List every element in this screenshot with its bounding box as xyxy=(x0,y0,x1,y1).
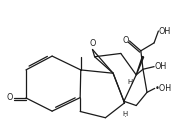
Polygon shape xyxy=(136,57,144,75)
Text: OH: OH xyxy=(159,27,171,36)
Text: H: H xyxy=(127,80,133,85)
Text: O: O xyxy=(7,93,13,102)
Text: OH: OH xyxy=(155,62,167,71)
Text: O: O xyxy=(89,39,96,48)
Text: O: O xyxy=(123,36,129,45)
Text: Ḥ: Ḥ xyxy=(123,110,128,116)
Text: •OH: •OH xyxy=(155,84,172,93)
